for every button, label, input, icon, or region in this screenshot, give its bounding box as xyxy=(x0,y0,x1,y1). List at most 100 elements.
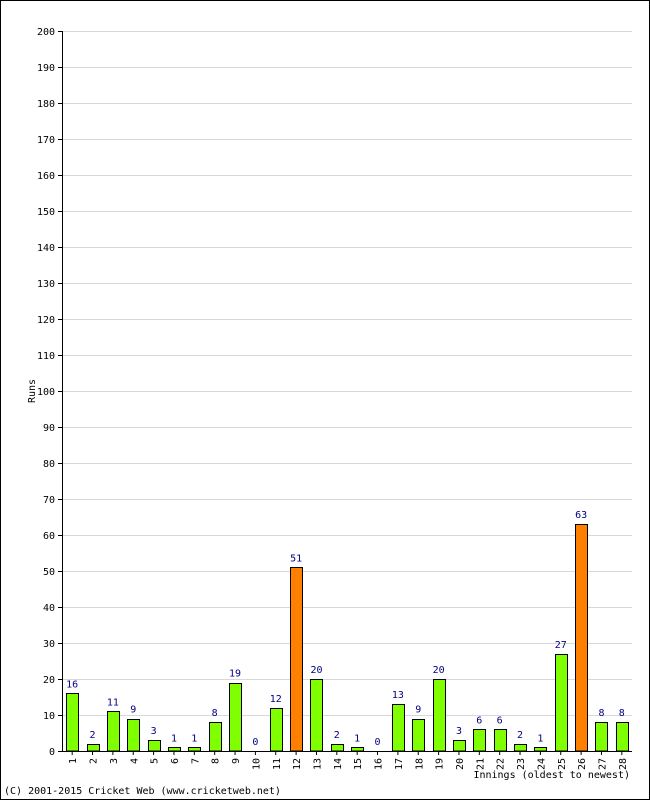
x-tick-label: 22 xyxy=(496,758,507,770)
bar xyxy=(616,722,629,752)
x-tick-label: 2 xyxy=(89,758,100,764)
x-tick-label: 9 xyxy=(231,758,242,764)
x-tick-label: 23 xyxy=(516,758,527,770)
y-tick-label: 10 xyxy=(43,711,55,722)
bar-value-label: 51 xyxy=(290,553,302,564)
y-tick-label: 70 xyxy=(43,495,55,506)
x-axis-ticks: 1 2 3 4 5 6 7 8 9 10 11 12 13 14 15 16 17 18 19 20 21 22 23 24 2… xyxy=(68,751,629,770)
y-tick-label: 90 xyxy=(43,423,55,434)
bar xyxy=(473,729,486,752)
x-tick-label: 19 xyxy=(435,758,446,770)
bar xyxy=(188,747,201,752)
bar xyxy=(433,679,446,752)
bar xyxy=(168,747,181,752)
x-tick-label: 15 xyxy=(353,758,364,770)
y-tick-label: 170 xyxy=(37,135,55,146)
y-axis-title: Runs xyxy=(27,379,38,403)
bar-value-label: 16 xyxy=(66,679,78,690)
y-tick-label: 180 xyxy=(37,99,55,110)
y-tick-label: 130 xyxy=(37,279,55,290)
bar xyxy=(127,719,140,752)
bar xyxy=(453,740,466,752)
bars xyxy=(66,524,629,752)
y-tick-label: 40 xyxy=(43,603,55,614)
bar-value-label: 1 xyxy=(354,733,360,744)
x-tick-label: 11 xyxy=(272,758,283,770)
bar-value-label: 2 xyxy=(517,730,523,741)
bar xyxy=(351,747,364,752)
bar-value-label: 19 xyxy=(229,669,241,680)
x-tick-label: 4 xyxy=(129,758,140,764)
bar xyxy=(270,708,283,752)
y-tick-label: 50 xyxy=(43,567,55,578)
y-tick-label: 120 xyxy=(37,315,55,326)
bar-value-label: 12 xyxy=(270,694,282,705)
x-tick-label: 6 xyxy=(170,758,181,764)
x-axis-title: Innings (oldest to newest) xyxy=(473,770,630,781)
y-axis-ticks: 0 10 20 30 40 50 60 70 80 90 100 110 120 130 140 150 160… xyxy=(37,27,62,758)
bar xyxy=(331,744,344,752)
bar-value-label: 20 xyxy=(433,665,445,676)
x-tick-label: 10 xyxy=(251,758,262,770)
x-tick-label: 7 xyxy=(190,758,201,764)
y-tick-label: 190 xyxy=(37,63,55,74)
bar-value-label: 1 xyxy=(537,733,543,744)
y-tick-label: 110 xyxy=(37,351,55,362)
x-tick-label: 16 xyxy=(374,758,385,770)
y-tick-label: 150 xyxy=(37,207,55,218)
bar-value-label: 8 xyxy=(619,708,625,719)
x-tick-label: 12 xyxy=(292,758,303,770)
x-tick-label: 3 xyxy=(109,758,120,764)
bar xyxy=(87,744,100,752)
bar xyxy=(534,747,547,752)
bar-value-label: 8 xyxy=(598,708,604,719)
bar xyxy=(595,722,608,752)
copyright-footer: (C) 2001-2015 Cricket Web (www.cricketwe… xyxy=(4,786,281,797)
x-tick-label: 13 xyxy=(312,758,323,770)
x-tick-label: 8 xyxy=(211,758,222,764)
bar-value-label: 63 xyxy=(575,510,587,521)
x-tick-label: 28 xyxy=(618,758,629,770)
bar xyxy=(514,744,527,752)
bar xyxy=(107,711,120,752)
x-tick-label: 17 xyxy=(394,758,405,770)
bar xyxy=(575,524,588,752)
y-tick-label: 20 xyxy=(43,675,55,686)
x-tick-label: 25 xyxy=(557,758,568,770)
x-tick-label: 18 xyxy=(414,758,425,770)
y-tick-label: 200 xyxy=(37,27,55,38)
bar-value-label: 11 xyxy=(107,697,119,708)
x-tick-label: 5 xyxy=(150,758,161,764)
y-tick-label: 140 xyxy=(37,243,55,254)
bar-value-label: 6 xyxy=(497,715,503,726)
bar xyxy=(494,729,507,752)
bar-value-label: 1 xyxy=(171,733,177,744)
bar xyxy=(555,654,568,752)
bar-value-label: 3 xyxy=(151,726,157,737)
bar-value-label: 3 xyxy=(456,726,462,737)
y-tick-label: 80 xyxy=(43,459,55,470)
x-tick-label: 14 xyxy=(333,758,344,770)
bar-value-label: 9 xyxy=(130,705,136,716)
y-tick-label: 60 xyxy=(43,531,55,542)
bar xyxy=(310,679,323,752)
bar xyxy=(209,722,222,752)
x-tick-label: 20 xyxy=(455,758,466,770)
bar-value-label: 20 xyxy=(310,665,322,676)
bar xyxy=(392,704,405,752)
x-tick-label: 26 xyxy=(577,758,588,770)
bar xyxy=(412,719,425,752)
y-tick-label: 30 xyxy=(43,639,55,650)
bar-value-label: 2 xyxy=(334,730,340,741)
y-tick-label: 160 xyxy=(37,171,55,182)
bar-value-label: 6 xyxy=(476,715,482,726)
bar-value-label: 9 xyxy=(415,705,421,716)
x-tick-label: 27 xyxy=(597,758,608,770)
bar-value-label: 2 xyxy=(90,730,96,741)
x-tick-label: 21 xyxy=(475,758,486,770)
bar xyxy=(229,683,242,752)
bar xyxy=(290,567,303,752)
